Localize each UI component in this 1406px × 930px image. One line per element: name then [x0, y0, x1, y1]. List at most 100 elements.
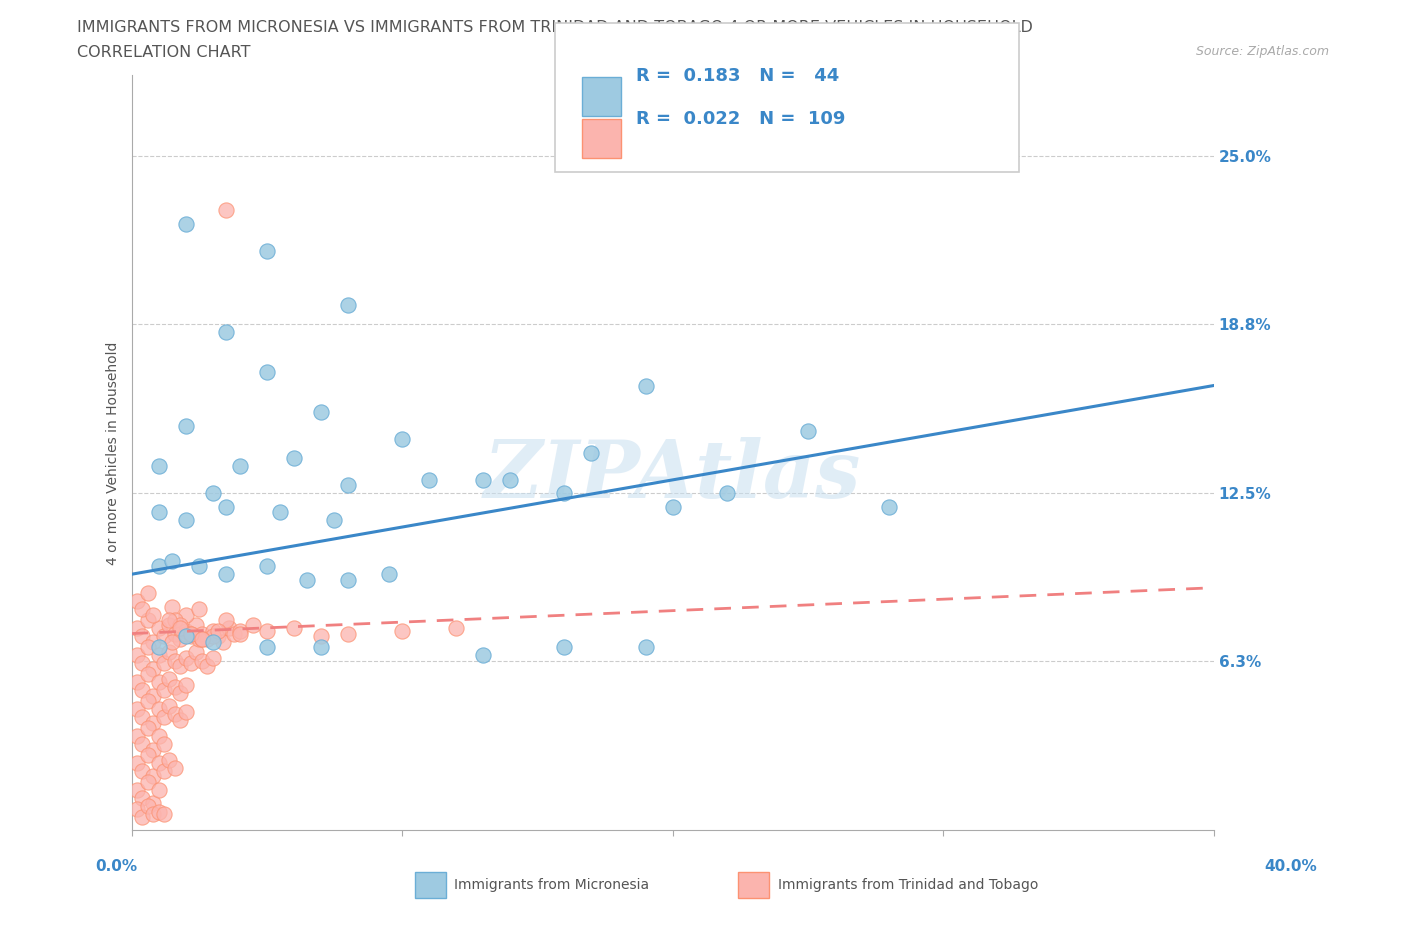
- Point: [180, 656, 202, 671]
- Point: [163, 653, 186, 668]
- Text: R =  0.022   N =  109: R = 0.022 N = 109: [636, 110, 845, 127]
- Point: [125, 674, 148, 689]
- Point: [174, 677, 197, 692]
- Point: [169, 631, 191, 646]
- Point: [180, 629, 202, 644]
- Point: [336, 626, 359, 641]
- Point: [283, 620, 305, 635]
- Point: [174, 418, 197, 433]
- Point: [125, 593, 148, 608]
- Point: [125, 647, 148, 662]
- Point: [877, 499, 900, 514]
- Point: [131, 737, 153, 751]
- Point: [169, 620, 191, 635]
- Point: [716, 486, 738, 501]
- Point: [148, 620, 170, 635]
- Point: [163, 707, 186, 722]
- Point: [174, 629, 197, 644]
- Point: [634, 379, 657, 393]
- Point: [131, 629, 153, 644]
- Text: Immigrants from Micronesia: Immigrants from Micronesia: [454, 878, 650, 893]
- Point: [131, 602, 153, 617]
- Point: [157, 618, 180, 633]
- Point: [153, 683, 176, 698]
- Point: [186, 645, 208, 660]
- Point: [136, 748, 159, 763]
- Point: [163, 613, 186, 628]
- Point: [391, 623, 413, 638]
- Point: [125, 782, 148, 797]
- Point: [472, 647, 495, 662]
- Point: [153, 656, 176, 671]
- Point: [377, 566, 399, 581]
- Point: [131, 764, 153, 778]
- Point: [125, 755, 148, 770]
- Point: [391, 432, 413, 447]
- Point: [309, 640, 332, 655]
- Point: [148, 505, 170, 520]
- Point: [148, 647, 170, 662]
- Point: [131, 790, 153, 805]
- Point: [174, 607, 197, 622]
- Point: [142, 742, 165, 757]
- Point: [180, 626, 202, 641]
- Point: [131, 656, 153, 671]
- Point: [174, 626, 197, 641]
- Point: [256, 365, 278, 379]
- Point: [229, 459, 252, 474]
- Point: [256, 640, 278, 655]
- Point: [336, 298, 359, 312]
- Point: [201, 623, 224, 638]
- Point: [148, 804, 170, 819]
- Point: [201, 486, 224, 501]
- Point: [201, 629, 224, 644]
- Point: [142, 634, 165, 649]
- Point: [136, 586, 159, 601]
- Point: [242, 618, 264, 633]
- Point: [125, 701, 148, 716]
- Point: [136, 694, 159, 709]
- Point: [553, 486, 575, 501]
- Point: [323, 512, 346, 527]
- Point: [229, 623, 252, 638]
- Point: [661, 499, 683, 514]
- Point: [297, 572, 319, 587]
- Point: [269, 505, 291, 520]
- Point: [136, 640, 159, 655]
- Point: [444, 620, 467, 635]
- Point: [169, 712, 191, 727]
- Point: [188, 602, 211, 617]
- Point: [186, 618, 208, 633]
- Point: [195, 658, 218, 673]
- Point: [142, 715, 165, 730]
- Point: [157, 613, 180, 628]
- Text: 0.0%: 0.0%: [96, 859, 138, 874]
- Point: [309, 405, 332, 420]
- Point: [797, 424, 820, 439]
- Point: [634, 640, 657, 655]
- Point: [157, 672, 180, 687]
- Point: [215, 203, 238, 218]
- Point: [283, 451, 305, 466]
- Point: [418, 472, 440, 487]
- Point: [499, 472, 522, 487]
- Point: [336, 478, 359, 493]
- Point: [174, 650, 197, 665]
- Point: [224, 626, 246, 641]
- Point: [188, 631, 211, 646]
- Point: [215, 499, 238, 514]
- Point: [191, 653, 214, 668]
- Text: 40.0%: 40.0%: [1264, 859, 1317, 874]
- Point: [256, 244, 278, 259]
- Point: [191, 631, 214, 646]
- Point: [136, 667, 159, 682]
- Point: [153, 710, 176, 724]
- Point: [142, 796, 165, 811]
- Text: Source: ZipAtlas.com: Source: ZipAtlas.com: [1195, 45, 1329, 58]
- Point: [131, 809, 153, 824]
- Point: [201, 650, 224, 665]
- Point: [180, 626, 202, 641]
- Point: [191, 626, 214, 641]
- Point: [207, 629, 229, 644]
- Point: [174, 217, 197, 232]
